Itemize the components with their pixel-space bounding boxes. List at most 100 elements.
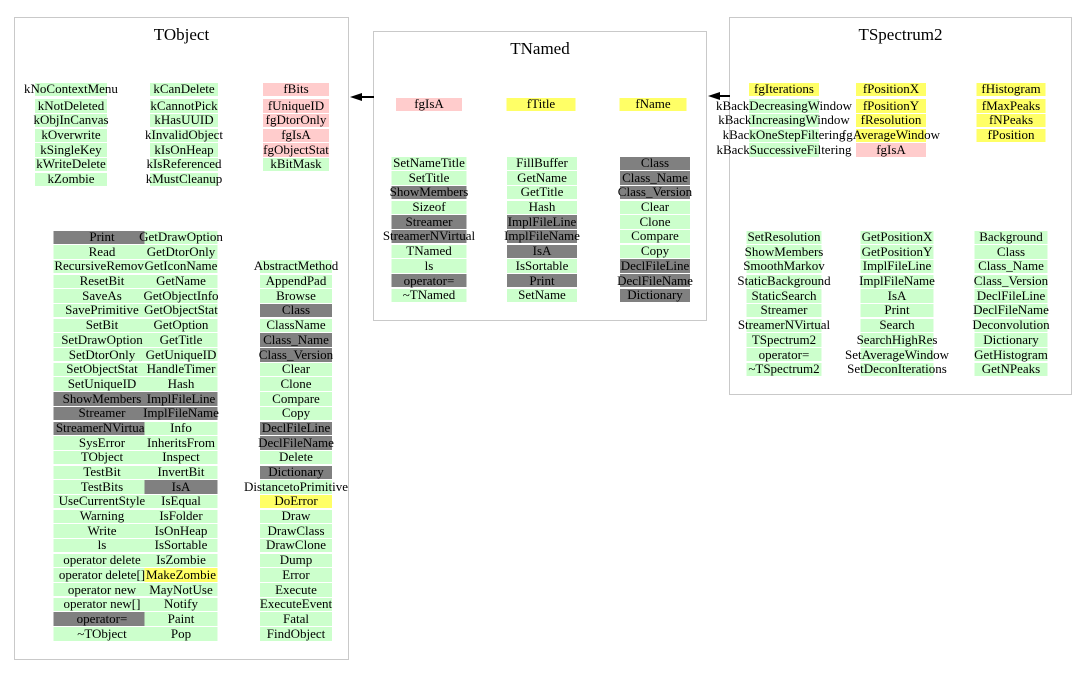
field-fgiterations[interactable]: fgIterations [664,81,904,97]
method-setobjectstat[interactable]: SetObjectStat [0,361,222,377]
method-setdeconiterations[interactable]: SetDeconIterations [777,361,1017,377]
field-fgisa[interactable]: fgIsA [771,142,1011,158]
method-isequal[interactable]: IsEqual [61,494,301,509]
field-knocontextmenu[interactable]: kNoContextMenu [0,81,191,97]
method-gettitle[interactable]: GetTitle [422,185,662,200]
method-tnamed[interactable]: TNamed [309,243,549,259]
method-tobject[interactable]: ~TObject [0,626,222,642]
method-executeevent[interactable]: ExecuteEvent [176,596,416,612]
field-funiqueid[interactable]: fUniqueID [176,98,416,114]
method-appendpad[interactable]: AppendPad [176,273,416,289]
method-setuniqueid[interactable]: SetUniqueID [0,376,222,392]
method-getoption[interactable]: GetOption [61,317,301,333]
field-fgaveragewindow[interactable]: fgAverageWindow [771,127,1011,143]
method-setdtoronly[interactable]: SetDtorOnly [0,347,222,363]
method-staticbackground[interactable]: StaticBackground [664,273,904,289]
method-setnametitle[interactable]: SetNameTitle [309,155,549,171]
field-kcandelete[interactable]: kCanDelete [64,81,304,97]
method-settitle[interactable]: SetTitle [309,170,549,186]
method-fatal[interactable]: Fatal [176,611,416,627]
method-getpositionx[interactable]: GetPositionX [777,229,1017,245]
method-usecurrentstyle[interactable]: UseCurrentStyle [0,494,222,509]
method-ls[interactable]: ls [309,258,549,274]
method-showmembers[interactable]: ShowMembers [664,244,904,260]
method-declfileline[interactable]: DeclFileLine [535,258,775,274]
method-dictionary[interactable]: Dictionary [535,287,775,303]
method-error[interactable]: Error [176,567,416,583]
method-resetbit[interactable]: ResetBit [0,273,222,289]
field-fhistogram[interactable]: fHistogram [891,81,1080,97]
method-syserror[interactable]: SysError [0,435,222,451]
method-smoothmarkov[interactable]: SmoothMarkov [664,259,904,274]
method-streamer[interactable]: Streamer [0,406,222,421]
method-classname[interactable]: ClassName [176,317,416,333]
field-kisonheap[interactable]: kIsOnHeap [64,142,304,158]
method-dictionary[interactable]: Dictionary [176,464,416,480]
method-streamer[interactable]: Streamer [309,214,549,230]
method-pop[interactable]: Pop [61,626,301,642]
method-iszombie[interactable]: IsZombie [61,552,301,568]
method-abstractmethod[interactable]: AbstractMethod [176,259,416,274]
method-class[interactable]: Class [891,244,1080,260]
method-tspectrum2[interactable]: ~TSpectrum2 [664,361,904,377]
method-setdrawoption[interactable]: SetDrawOption [0,332,222,348]
field-kzombie[interactable]: kZombie [0,171,191,187]
method-compare[interactable]: Compare [535,229,775,244]
method-declfileline[interactable]: DeclFileLine [891,288,1080,304]
method-drawclass[interactable]: DrawClass [176,523,416,539]
method-operator-delete[interactable]: operator delete [0,552,222,568]
method-print[interactable]: Print [777,303,1017,318]
method-setaveragewindow[interactable]: SetAverageWindow [777,347,1017,363]
method-implfileline[interactable]: ImplFileLine [61,391,301,407]
method-gettitle[interactable]: GetTitle [61,332,301,348]
method-inheritsfrom[interactable]: InheritsFrom [61,435,301,451]
method-declfilename[interactable]: DeclFileName [535,273,775,289]
method-setname[interactable]: SetName [422,287,662,303]
method-deconvolution[interactable]: Deconvolution [891,317,1080,333]
method-sizeof[interactable]: Sizeof [309,199,549,215]
method-declfilename[interactable]: DeclFileName [176,435,416,451]
method-getdrawoption[interactable]: GetDrawOption [61,229,301,245]
method-testbits[interactable]: TestBits [0,479,222,495]
method-fillbuffer[interactable]: FillBuffer [422,155,662,171]
method-setbit[interactable]: SetBit [0,317,222,333]
field-fbits[interactable]: fBits [176,81,416,97]
field-fgisa[interactable]: fgIsA [176,127,416,143]
method-distancetoprimitive[interactable]: DistancetoPrimitive [176,479,416,495]
field-fname[interactable]: fName [533,96,773,112]
method-streamer[interactable]: Streamer [664,303,904,318]
method-invertbit[interactable]: InvertBit [61,464,301,480]
method-isonheap[interactable]: IsOnHeap [61,523,301,539]
method-getdtoronly[interactable]: GetDtorOnly [61,244,301,260]
method-clone[interactable]: Clone [176,376,416,392]
field-koverwrite[interactable]: kOverwrite [0,127,191,143]
method-implfileline[interactable]: ImplFileLine [422,214,662,230]
field-kbitmask[interactable]: kBitMask [176,157,416,172]
method-getuniqueid[interactable]: GetUniqueID [61,347,301,363]
method-class-version[interactable]: Class_Version [891,273,1080,289]
method-print[interactable]: Print [422,273,662,289]
method-inspect[interactable]: Inspect [61,450,301,465]
method-declfilename[interactable]: DeclFileName [891,303,1080,318]
method-print[interactable]: Print [0,229,222,245]
method-clear[interactable]: Clear [176,361,416,377]
field-fgdtoronly[interactable]: fgDtorOnly [176,113,416,128]
method-saveas[interactable]: SaveAs [0,288,222,304]
method-info[interactable]: Info [61,420,301,436]
method-recursiveremove[interactable]: RecursiveRemove [0,259,222,274]
method-operator[interactable]: operator= [309,273,549,289]
method-draw[interactable]: Draw [176,508,416,524]
method-dump[interactable]: Dump [176,552,416,568]
field-kisreferenced[interactable]: kIsReferenced [64,157,304,172]
method-operator[interactable]: operator= [664,347,904,363]
method-findobject[interactable]: FindObject [176,626,416,642]
method-dictionary[interactable]: Dictionary [891,332,1080,348]
class-title-tobject[interactable]: TObject [153,25,210,44]
field-kbackincreasingwindow[interactable]: kBackIncreasingWindow [664,113,904,128]
field-fmaxpeaks[interactable]: fMaxPeaks [891,98,1080,114]
method-maynotuse[interactable]: MayNotUse [61,582,301,598]
method-copy[interactable]: Copy [535,243,775,259]
method-declfileline[interactable]: DeclFileLine [176,420,416,436]
method-operator-new[interactable]: operator new [0,582,222,598]
method-issortable[interactable]: IsSortable [61,538,301,553]
